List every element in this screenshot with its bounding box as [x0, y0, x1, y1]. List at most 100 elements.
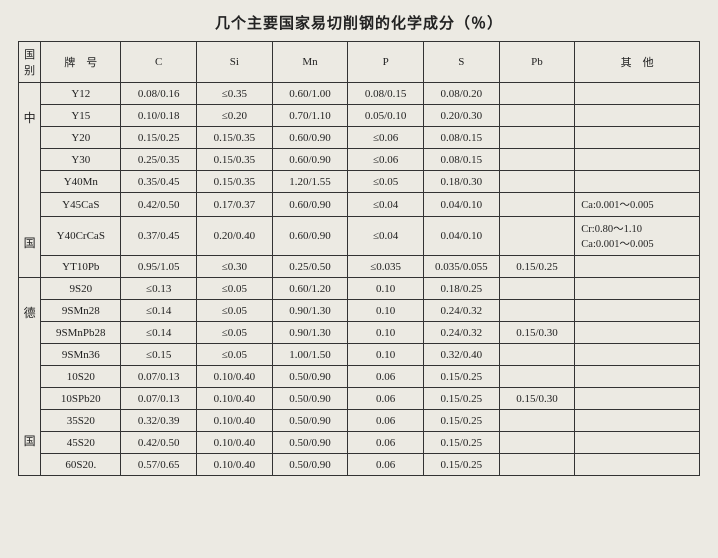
s-cell: 0.035/0.055	[423, 256, 499, 278]
pb-cell	[499, 127, 575, 149]
mn-cell: 0.50/0.90	[272, 432, 348, 454]
table-row: Y45CaS0.42/0.500.17/0.370.60/0.90≤0.040.…	[19, 193, 700, 217]
table-row: Y300.25/0.350.15/0.350.60/0.90≤0.060.08/…	[19, 149, 700, 171]
other-cell	[575, 432, 700, 454]
s-cell: 0.04/0.10	[423, 193, 499, 217]
other-cell	[575, 366, 700, 388]
table-row: 10SPb200.07/0.130.10/0.400.50/0.900.060.…	[19, 388, 700, 410]
table-row: 中国Y120.08/0.16≤0.350.60/1.000.08/0.150.0…	[19, 83, 700, 105]
mn-cell: 0.50/0.90	[272, 410, 348, 432]
c-cell: 0.10/0.18	[121, 105, 197, 127]
p-cell: 0.05/0.10	[348, 105, 424, 127]
country-cell: 德国	[19, 278, 41, 476]
country-char-top: 德	[24, 304, 36, 321]
grade-cell: 10SPb20	[41, 388, 121, 410]
pb-cell	[499, 193, 575, 217]
c-cell: 0.57/0.65	[121, 454, 197, 476]
grade-cell: 35S20	[41, 410, 121, 432]
other-cell	[575, 410, 700, 432]
si-cell: 0.15/0.35	[197, 149, 273, 171]
c-cell: 0.08/0.16	[121, 83, 197, 105]
mn-cell: 0.60/0.90	[272, 193, 348, 217]
pb-cell	[499, 344, 575, 366]
mn-cell: 0.60/0.90	[272, 127, 348, 149]
table-row: Y40CrCaS0.37/0.450.20/0.400.60/0.90≤0.04…	[19, 217, 700, 256]
grade-cell: 10S20	[41, 366, 121, 388]
c-cell: ≤0.13	[121, 278, 197, 300]
p-cell: 0.10	[348, 322, 424, 344]
s-cell: 0.18/0.25	[423, 278, 499, 300]
pb-cell	[499, 217, 575, 256]
mn-cell: 1.20/1.55	[272, 171, 348, 193]
grade-cell: Y40CrCaS	[41, 217, 121, 256]
p-cell: 0.10	[348, 278, 424, 300]
pb-cell	[499, 432, 575, 454]
c-cell: 0.95/1.05	[121, 256, 197, 278]
si-cell: 0.10/0.40	[197, 388, 273, 410]
pb-cell	[499, 410, 575, 432]
pb-cell: 0.15/0.30	[499, 322, 575, 344]
other-cell	[575, 344, 700, 366]
mn-cell: 0.50/0.90	[272, 388, 348, 410]
grade-cell: Y40Mn	[41, 171, 121, 193]
p-cell: 0.06	[348, 432, 424, 454]
grade-cell: Y30	[41, 149, 121, 171]
p-cell: ≤0.04	[348, 193, 424, 217]
s-cell: 0.20/0.30	[423, 105, 499, 127]
c-cell: 0.35/0.45	[121, 171, 197, 193]
country-char-top: 中	[24, 109, 36, 126]
table-row: Y150.10/0.18≤0.200.70/1.100.05/0.100.20/…	[19, 105, 700, 127]
country-char-bottom: 国	[24, 234, 36, 251]
si-cell: 0.17/0.37	[197, 193, 273, 217]
s-cell: 0.24/0.32	[423, 322, 499, 344]
col-c: C	[121, 42, 197, 83]
si-cell: 0.10/0.40	[197, 410, 273, 432]
other-cell	[575, 105, 700, 127]
p-cell: 0.10	[348, 300, 424, 322]
mn-cell: 0.60/1.00	[272, 83, 348, 105]
s-cell: 0.15/0.25	[423, 432, 499, 454]
c-cell: 0.37/0.45	[121, 217, 197, 256]
grade-cell: 9SMn36	[41, 344, 121, 366]
other-cell	[575, 322, 700, 344]
table-row: Y40Mn0.35/0.450.15/0.351.20/1.55≤0.050.1…	[19, 171, 700, 193]
table-row: 35S200.32/0.390.10/0.400.50/0.900.060.15…	[19, 410, 700, 432]
s-cell: 0.15/0.25	[423, 410, 499, 432]
si-cell: 0.15/0.35	[197, 127, 273, 149]
country-cell: 中国	[19, 83, 41, 278]
country-char-bottom: 国	[24, 432, 36, 449]
p-cell: 0.06	[348, 410, 424, 432]
si-cell: ≤0.05	[197, 322, 273, 344]
p-cell: ≤0.035	[348, 256, 424, 278]
c-cell: 0.15/0.25	[121, 127, 197, 149]
s-cell: 0.15/0.25	[423, 366, 499, 388]
c-cell: 0.25/0.35	[121, 149, 197, 171]
mn-cell: 1.00/1.50	[272, 344, 348, 366]
p-cell: 0.06	[348, 388, 424, 410]
pb-cell	[499, 366, 575, 388]
c-cell: 0.07/0.13	[121, 366, 197, 388]
pb-cell	[499, 149, 575, 171]
grade-cell: Y20	[41, 127, 121, 149]
p-cell: ≤0.06	[348, 149, 424, 171]
p-cell: 0.08/0.15	[348, 83, 424, 105]
s-cell: 0.04/0.10	[423, 217, 499, 256]
grade-cell: 9S20	[41, 278, 121, 300]
c-cell: 0.07/0.13	[121, 388, 197, 410]
si-cell: ≤0.35	[197, 83, 273, 105]
mn-cell: 0.50/0.90	[272, 454, 348, 476]
grade-cell: Y15	[41, 105, 121, 127]
table-row: 德国9S20≤0.13≤0.050.60/1.200.100.18/0.25	[19, 278, 700, 300]
other-cell	[575, 300, 700, 322]
table-row: 60S20.0.57/0.650.10/0.400.50/0.900.060.1…	[19, 454, 700, 476]
mn-cell: 0.25/0.50	[272, 256, 348, 278]
mn-cell: 0.70/1.10	[272, 105, 348, 127]
s-cell: 0.08/0.15	[423, 149, 499, 171]
s-cell: 0.15/0.25	[423, 454, 499, 476]
table-row: 9SMn28≤0.14≤0.050.90/1.300.100.24/0.32	[19, 300, 700, 322]
table-row: 9SMn36≤0.15≤0.051.00/1.500.100.32/0.40	[19, 344, 700, 366]
si-cell: ≤0.05	[197, 278, 273, 300]
other-cell	[575, 256, 700, 278]
other-cell	[575, 127, 700, 149]
s-cell: 0.24/0.32	[423, 300, 499, 322]
